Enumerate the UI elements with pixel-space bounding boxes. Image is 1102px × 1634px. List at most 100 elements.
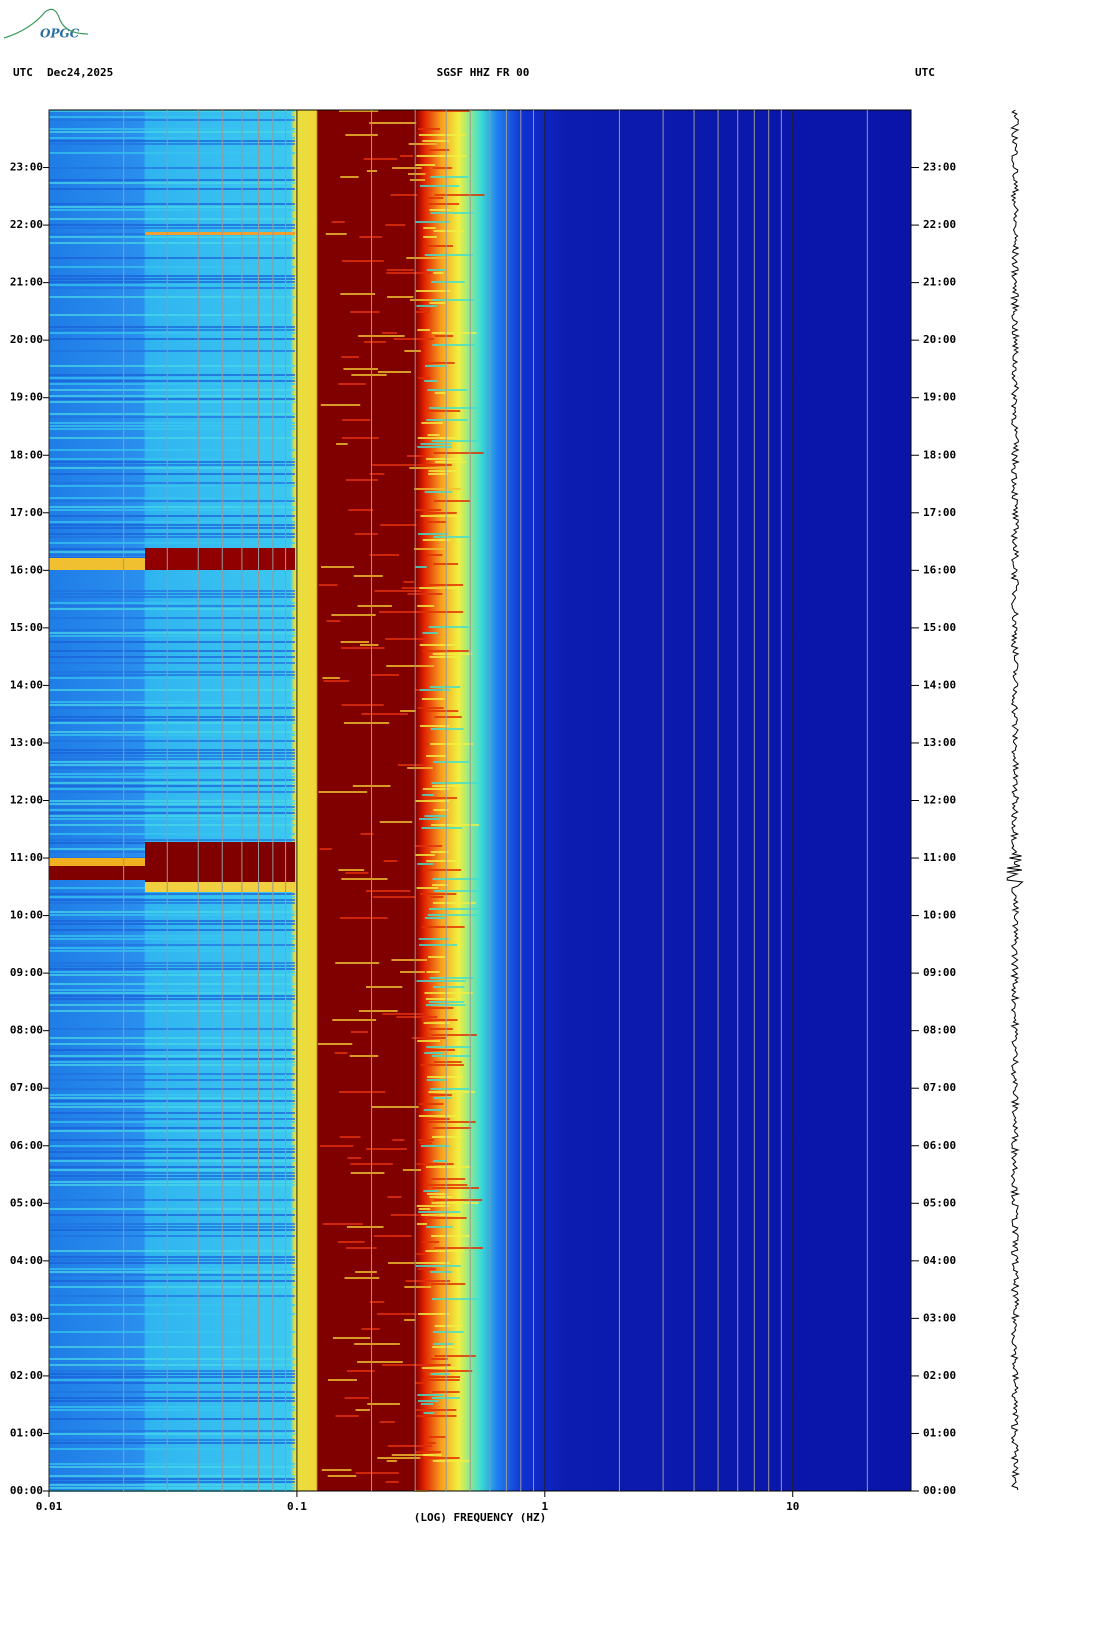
texture-line (366, 1148, 407, 1150)
texture-line (372, 464, 415, 466)
chart-title: SGSF HHZ FR 00 (437, 66, 530, 79)
texture-line (339, 1136, 361, 1138)
texture-line (49, 1160, 295, 1162)
texture-line (318, 1043, 353, 1045)
texture-line (49, 812, 295, 814)
texture-line (415, 1382, 428, 1384)
texture-line (49, 1487, 295, 1489)
y-tick-label: 19:00 (10, 391, 43, 404)
y-tick-label: 05:00 (10, 1196, 43, 1209)
texture-line (415, 164, 436, 166)
texture-line (49, 275, 295, 277)
texture-line (49, 629, 295, 631)
texture-line (49, 590, 295, 592)
texture-line (49, 761, 295, 763)
texture-line (49, 473, 295, 475)
texture-line (49, 1373, 295, 1375)
texture-line (49, 974, 295, 976)
texture-line (416, 464, 452, 466)
texture-line (49, 395, 295, 397)
texture-line (428, 473, 448, 475)
texture-line (418, 308, 431, 310)
texture-line (49, 377, 295, 379)
texture-line (49, 1121, 295, 1123)
texture-line (427, 914, 478, 916)
texture-line (429, 149, 450, 151)
y-tick-label: 12:00 (10, 794, 43, 807)
texture-line (431, 332, 477, 334)
texture-line (431, 1298, 480, 1300)
texture-line (49, 224, 295, 226)
texture-line (424, 1052, 444, 1054)
texture-line (434, 392, 447, 394)
texture-line (49, 767, 295, 769)
texture-line (49, 902, 295, 904)
texture-line (49, 257, 295, 259)
y-tick-label: 20:00 (923, 333, 956, 346)
texture-line (417, 446, 452, 448)
texture-line (357, 1361, 403, 1363)
texture-line (369, 554, 400, 556)
texture-line (418, 1208, 431, 1210)
texture-line (386, 272, 432, 274)
event-band (49, 866, 145, 880)
texture-line (377, 1457, 421, 1459)
texture-line (49, 608, 295, 610)
texture-line (334, 1052, 348, 1054)
texture-line (49, 179, 295, 181)
texture-line (346, 1370, 375, 1372)
texture-line (414, 845, 443, 847)
texture-line (355, 1409, 371, 1411)
texture-line (49, 437, 295, 439)
texture-line (433, 761, 469, 763)
texture-line (49, 731, 295, 733)
texture-line (391, 1454, 435, 1456)
texture-line (432, 884, 449, 886)
texture-line (426, 1121, 476, 1123)
texture-line (49, 1370, 295, 1372)
texture-line (415, 854, 435, 856)
texture-line (49, 542, 295, 544)
texture-line (49, 650, 295, 652)
texture-line (412, 1037, 447, 1039)
texture-line (357, 605, 392, 607)
texture-line (49, 497, 295, 499)
y-tick-label: 14:00 (10, 678, 43, 691)
left-label: UTC (13, 66, 33, 79)
texture-line (49, 773, 295, 775)
texture-line (431, 1178, 466, 1180)
texture-line (418, 377, 431, 379)
texture-line (49, 1184, 295, 1186)
texture-line (431, 1202, 479, 1204)
texture-line (417, 1268, 436, 1270)
texture-line (391, 959, 428, 961)
y-tick-label: 19:00 (923, 391, 956, 404)
texture-line (423, 1184, 468, 1186)
texture-line (432, 653, 472, 655)
texture-line (49, 188, 295, 190)
texture-line (376, 1313, 417, 1315)
texture-line (403, 581, 415, 583)
texture-line (49, 809, 295, 811)
texture-line (49, 1358, 295, 1360)
texture-line (420, 515, 458, 517)
y-tick-label: 02:00 (10, 1369, 43, 1382)
texture-line (49, 482, 295, 484)
texture-line (49, 983, 295, 985)
texture-line (424, 254, 474, 256)
texture-line (421, 698, 445, 700)
texture-line (422, 1379, 460, 1381)
texture-line (417, 329, 431, 331)
texture-line (49, 1172, 295, 1174)
texture-line (432, 1346, 456, 1348)
texture-line (49, 923, 295, 925)
texture-line (348, 509, 374, 511)
x-tick-label: 1 (541, 1500, 548, 1513)
texture-line (49, 1478, 295, 1480)
texture-line (434, 1325, 464, 1327)
texture-line (49, 938, 295, 940)
texture-line (49, 1226, 295, 1228)
texture-line (49, 1064, 295, 1066)
texture-line (49, 509, 295, 511)
